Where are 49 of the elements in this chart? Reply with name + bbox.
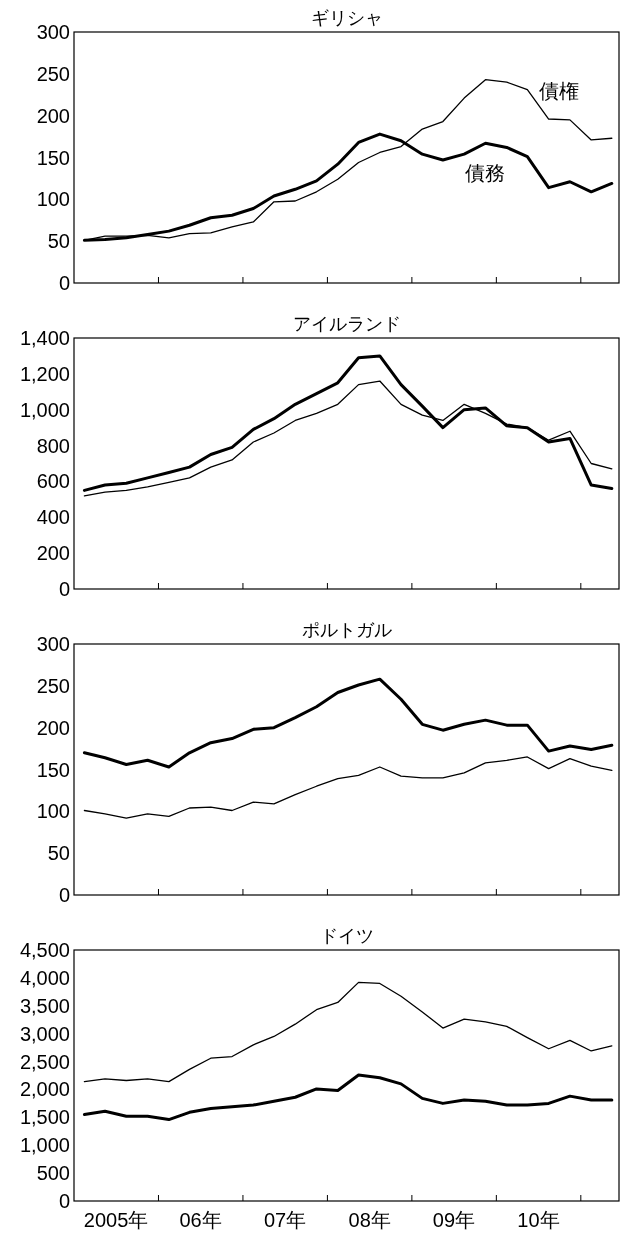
line-series: [83, 981, 613, 1083]
x-tick-label: 09年: [432, 1209, 476, 1231]
y-tick-label: 1,200: [19, 362, 70, 385]
y-tick-label: 50: [47, 230, 70, 253]
y-tick-label: 800: [36, 434, 70, 457]
y-tick-label: 250: [36, 62, 70, 85]
chart-title: アイルランド: [292, 314, 401, 334]
chart-title: ドイツ: [319, 926, 374, 946]
y-tick-label: 300: [36, 21, 70, 43]
y-tick-label: 2,000: [19, 1078, 70, 1101]
x-tick-label: 07年: [263, 1209, 307, 1231]
y-tick-label: 0: [58, 884, 70, 906]
y-tick-label: 200: [36, 104, 70, 127]
chart-title: ギリシャ: [310, 8, 383, 28]
y-tick-label: 200: [36, 542, 70, 565]
line-series: [83, 756, 613, 819]
y-tick-label: 1,000: [19, 1134, 70, 1157]
y-tick-label: 1,400: [19, 327, 70, 349]
y-tick-label: 150: [36, 146, 70, 169]
y-tick-label: 200: [36, 716, 70, 739]
series-label: 債務: [465, 162, 506, 185]
chart-title: ポルトガル: [301, 620, 392, 640]
y-tick-label: 600: [36, 470, 70, 493]
x-tick-label: 06年: [179, 1209, 222, 1231]
y-tick-label: 4,500: [19, 939, 70, 961]
x-tick-label: 2005年: [83, 1209, 149, 1231]
line-series: [82, 354, 614, 492]
y-tick-label: 3,500: [19, 994, 70, 1017]
y-tick-label: 2,500: [19, 1050, 70, 1073]
y-tick-label: 100: [36, 800, 70, 823]
x-tick-label: 08年: [348, 1209, 391, 1231]
y-tick-label: 500: [36, 1162, 70, 1185]
series-label: 債権: [539, 80, 580, 103]
y-tick-label: 1,500: [19, 1106, 70, 1129]
y-tick-label: 400: [36, 506, 70, 529]
x-tick-label: 10年: [517, 1209, 560, 1231]
y-tick-label: 0: [58, 1190, 70, 1212]
y-tick-label: 3,000: [19, 1022, 70, 1045]
y-tick-label: 0: [58, 272, 70, 294]
y-tick-label: 100: [36, 188, 70, 211]
y-tick-label: 4,000: [19, 966, 70, 989]
y-tick-label: 250: [36, 674, 70, 697]
y-tick-label: 50: [47, 842, 70, 865]
line-series: [82, 1073, 614, 1122]
y-tick-label: 300: [36, 633, 70, 655]
y-tick-label: 1,000: [19, 398, 70, 421]
y-tick-label: 150: [36, 758, 70, 781]
line-series: [82, 677, 614, 769]
y-tick-label: 0: [58, 578, 70, 600]
